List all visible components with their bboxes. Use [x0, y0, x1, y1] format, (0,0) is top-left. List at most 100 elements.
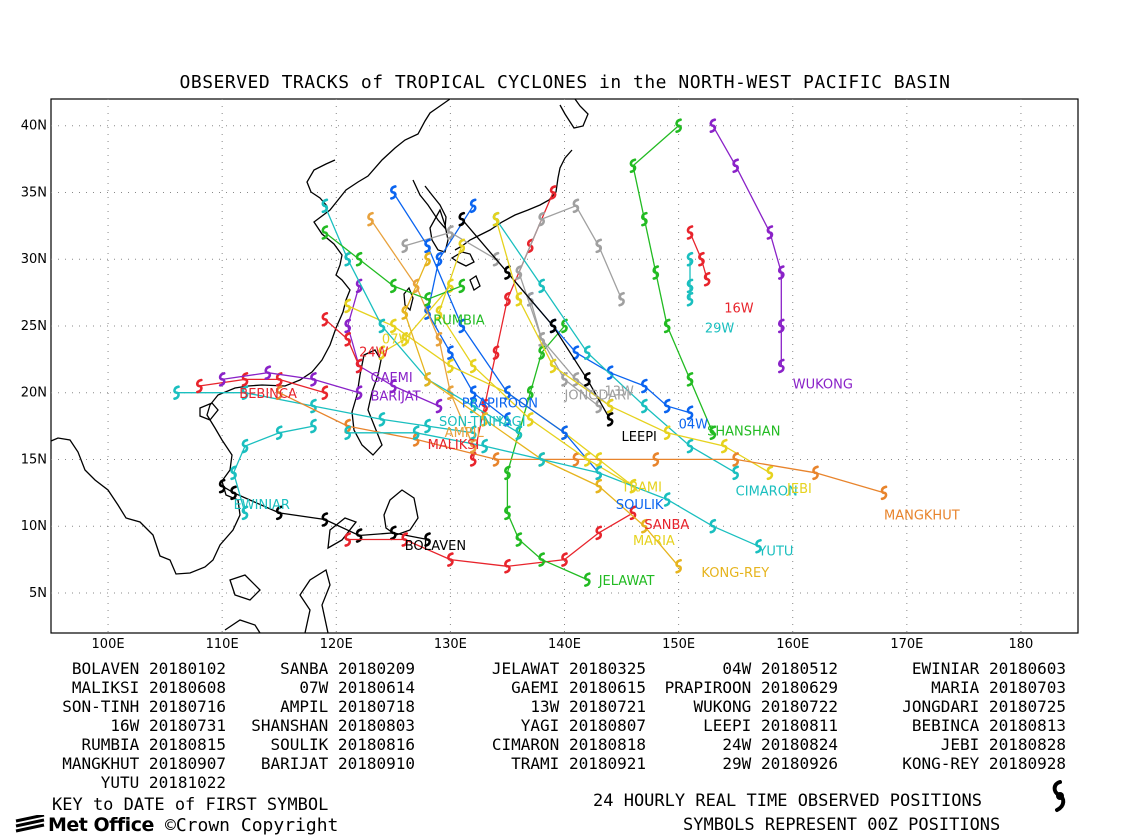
cyclone-position-marker	[378, 345, 386, 360]
storm-track-yutu	[344, 425, 762, 554]
cyclone-position-marker	[469, 438, 477, 454]
cyclone-position-marker	[766, 465, 774, 481]
cyclone-position-marker	[584, 372, 591, 387]
storm-key-entry: BARIJAT 20180910	[260, 754, 415, 773]
cyclone-position-marker	[595, 525, 603, 541]
lat-tick-label: 10N	[21, 519, 47, 534]
storm-label: CIMARON	[736, 484, 798, 499]
cyclone-position-marker	[515, 532, 523, 547]
cyclone-position-marker	[686, 251, 694, 267]
cyclone-position-marker	[641, 398, 648, 414]
cyclone-position-marker	[424, 291, 431, 307]
coastline	[50, 98, 589, 634]
cyclone-position-marker	[686, 372, 694, 387]
storm-key-entry: 29W 20180926	[722, 754, 838, 773]
storm-track-29w	[686, 251, 694, 307]
storm-key-entry: MANGKHUT 20180907	[62, 754, 226, 773]
cyclone-position-marker	[367, 211, 374, 227]
storm-track-rumbia	[321, 225, 466, 307]
storm-key-entry: MALIKSI 20180608	[71, 678, 226, 697]
track-line	[222, 372, 360, 394]
cyclone-position-marker	[492, 211, 500, 227]
storm-label: 07W	[382, 332, 412, 347]
cyclone-position-marker	[584, 452, 591, 467]
cyclone-position-marker	[355, 385, 363, 400]
storm-labels: BOLAVEN SANBA JELAWAT 04W EWINIAR MALIKSI 07W G…	[234, 302, 960, 589]
storm-label: BEBINCA	[239, 387, 297, 402]
storm-track-bolaven	[218, 478, 431, 547]
cyclone-position-marker	[538, 211, 545, 227]
cyclone-position-marker	[584, 572, 591, 587]
storm-label: JEBI	[786, 482, 812, 497]
storm-key-entry: SOULIK 20180816	[270, 735, 416, 754]
storm-track-barijat	[218, 365, 363, 400]
storm-key-entry: PRAPIROON 20180629	[664, 678, 838, 697]
cyclone-position-marker	[492, 452, 500, 467]
storm-label: SHANSHAN	[707, 424, 780, 439]
cyclone-position-marker	[230, 465, 237, 481]
cyclone-position-marker	[595, 238, 603, 254]
cyclone-position-marker	[732, 158, 739, 174]
cyclone-position-marker	[549, 318, 557, 334]
storm-label: MARIA	[633, 534, 675, 549]
cyclone-position-marker	[778, 318, 785, 334]
cyclone-position-marker	[641, 518, 648, 534]
cyclone-position-marker	[241, 505, 249, 521]
storm-track-24w	[321, 311, 363, 374]
cyclone-position-marker	[698, 251, 705, 267]
cyclone-position-marker	[241, 438, 249, 454]
track-line	[438, 245, 634, 487]
cyclone-position-marker	[492, 345, 500, 360]
cyclone-position-marker	[390, 278, 397, 294]
storm-track-ewiniar	[230, 418, 317, 521]
cyclone-position-marker	[538, 452, 545, 467]
cyclone-position-marker	[606, 365, 614, 380]
cyclone-position-marker	[572, 198, 580, 214]
storm-label: TRAMI	[621, 480, 662, 495]
cyclone-position-marker	[344, 332, 351, 347]
cyclone-position-marker	[481, 398, 488, 414]
storm-track-sanba	[344, 505, 637, 574]
cyclone-position-marker	[310, 418, 317, 434]
storm-key-entry: GAEMI 20180615	[511, 678, 646, 697]
cyclone-position-marker	[275, 505, 283, 521]
cyclone-position-marker	[412, 425, 420, 441]
cyclone-position-marker	[401, 238, 409, 254]
lon-tick-label: 110E	[206, 637, 239, 652]
storm-label: AMPIL	[445, 426, 485, 441]
cyclone-position-marker	[424, 251, 431, 267]
storm-label: EWINIAR	[234, 498, 290, 513]
cyclone-position-marker	[641, 378, 648, 394]
storm-label: YUTU	[757, 545, 793, 560]
cyclone-position-marker	[778, 265, 785, 280]
cyclone-position-marker	[618, 291, 625, 307]
cyclone-position-marker	[424, 372, 431, 387]
cyclone-position-marker	[538, 332, 545, 347]
symbols-caption: SYMBOLS REPRESENT 00Z POSITIONS	[683, 815, 1001, 835]
lon-tick-label: 120E	[320, 637, 353, 652]
storm-track-bebinca	[196, 372, 329, 400]
cyclone-position-marker	[344, 298, 351, 314]
storm-key-entry: 04W 20180512	[722, 659, 838, 678]
storm-key-entry: SHANSHAN 20180803	[251, 716, 415, 735]
cyclone-position-marker	[504, 505, 511, 521]
cyclone-position-marker	[538, 552, 545, 567]
cyclone-position-marker	[606, 412, 614, 427]
storm-key-entry: BEBINCA 20180813	[911, 716, 1066, 735]
cyclone-position-marker	[515, 291, 523, 307]
track-line	[324, 318, 360, 367]
cyclone-symbol-icon	[1052, 780, 1066, 812]
storm-key-entry: MARIA 20180703	[931, 678, 1066, 697]
cyclone-position-marker	[675, 118, 682, 133]
cyclone-position-marker	[469, 398, 477, 414]
lat-tick-label: 25N	[21, 319, 47, 334]
storm-label: 04W	[679, 418, 709, 433]
cyclone-position-marker	[469, 385, 477, 400]
track-line	[506, 325, 588, 581]
storm-track-trami	[435, 238, 637, 494]
cyclone-position-marker	[766, 225, 774, 240]
cyclone-position-marker	[344, 425, 351, 441]
track-line	[518, 204, 623, 407]
storm-key-entry: KONG-REY 20180928	[902, 754, 1066, 773]
cyclone-position-marker	[652, 452, 660, 467]
